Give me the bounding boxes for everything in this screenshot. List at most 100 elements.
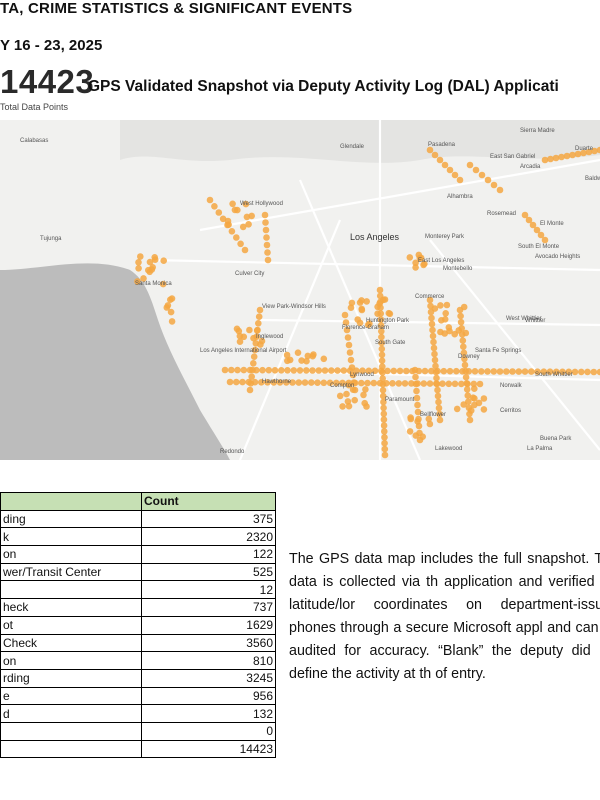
map-place-label: Santa Fe Springs — [475, 348, 521, 354]
gps-point — [445, 380, 453, 388]
gps-point — [333, 379, 340, 387]
gps-point — [343, 390, 350, 398]
map-place-label: Glendale — [340, 144, 365, 150]
gps-point — [351, 396, 359, 404]
gps-point — [490, 181, 498, 189]
map-place-label: Tujunga — [40, 236, 62, 242]
gps-point — [228, 228, 236, 235]
gps-point — [284, 357, 291, 365]
gps-point — [378, 345, 386, 353]
gps-point — [401, 380, 409, 387]
gps-point — [476, 380, 484, 388]
gps-point — [290, 367, 298, 374]
map-place-label: Sierra Madre — [520, 128, 555, 134]
table-row: on 810 — [0, 651, 276, 670]
gps-point — [271, 367, 279, 374]
gps-point — [134, 278, 141, 285]
gps-point — [460, 303, 468, 311]
gps-point — [432, 368, 440, 376]
gps-point — [406, 428, 414, 435]
map-place-label: Culver City — [235, 271, 264, 277]
table-row: wer/Transit Center 525 — [0, 562, 276, 582]
gps-point — [441, 316, 449, 323]
gps-point — [466, 161, 474, 169]
activity-count: 3245 — [141, 668, 276, 688]
gps-point — [265, 366, 273, 374]
gps-point — [384, 367, 391, 375]
map-place-label: Florence-Graham — [342, 325, 389, 331]
activity-label: ding — [0, 509, 142, 529]
gps-point — [360, 391, 367, 399]
map-place-label: East San Gabriel — [490, 154, 535, 160]
gps-point — [264, 379, 271, 386]
gps-point — [433, 380, 441, 388]
gps-point — [320, 355, 328, 363]
gps-point — [413, 387, 420, 395]
gps-point — [350, 379, 358, 386]
gps-point — [380, 404, 387, 412]
gps-point — [509, 368, 516, 375]
gps-point — [385, 309, 393, 317]
gps-point — [463, 380, 471, 387]
gps-point — [381, 434, 388, 441]
gps-point — [347, 304, 355, 311]
gps-point — [541, 236, 549, 244]
gps-point — [469, 394, 477, 402]
gps-point — [379, 375, 387, 382]
gps-point — [168, 318, 176, 325]
gps-point — [541, 156, 549, 164]
activity-count: 0 — [141, 721, 276, 741]
gps-point — [263, 241, 271, 249]
gps-point — [439, 380, 446, 388]
gps-point — [379, 369, 386, 376]
gps-point — [235, 327, 243, 335]
map-description: The GPS data map includes the full snaps… — [289, 551, 600, 682]
gps-point — [345, 341, 353, 349]
gps-point — [137, 253, 144, 260]
gps-point — [381, 439, 388, 447]
gps-point — [503, 368, 510, 375]
gps-point — [565, 368, 573, 376]
gps-point — [395, 380, 403, 387]
gps-point — [283, 379, 290, 386]
gps-point — [434, 392, 442, 400]
activity-count: 810 — [141, 651, 276, 670]
table-row: d 132 — [0, 704, 276, 723]
table-header-row: Count — [0, 492, 276, 511]
gps-point — [242, 200, 250, 208]
gps-point — [379, 392, 387, 400]
gps-point — [303, 367, 310, 374]
gps-point — [458, 380, 465, 388]
total-data-points: 14423 — [0, 63, 95, 100]
gps-point — [241, 246, 249, 254]
map-place-label: Norwalk — [500, 383, 523, 389]
gps-point — [347, 356, 355, 364]
activity-label: d — [0, 704, 142, 723]
gps-point — [420, 261, 427, 269]
gps-point — [435, 404, 443, 412]
gps-point — [211, 203, 218, 210]
gps-point — [460, 401, 468, 408]
gps-point — [552, 154, 560, 162]
gps-point — [160, 257, 167, 264]
map-place-label: Cerritos — [500, 408, 521, 414]
gps-point — [480, 395, 488, 402]
gps-point — [475, 399, 483, 407]
gps-dots — [134, 146, 600, 459]
gps-point — [462, 329, 470, 337]
map-place-label: West Whittier — [506, 316, 542, 322]
total-count: 14423 — [141, 739, 276, 759]
map-place-label: Montebello — [443, 266, 473, 272]
gps-point — [278, 367, 285, 374]
gps-point — [361, 399, 369, 407]
activity-count: 525 — [141, 562, 276, 582]
table-row: ot 1629 — [0, 615, 276, 635]
gps-point — [457, 312, 464, 320]
gps-point — [521, 368, 529, 375]
gps-point — [426, 380, 434, 387]
gps-point — [563, 152, 571, 160]
gps-point — [480, 406, 488, 413]
gps-point — [374, 310, 381, 317]
map-place-label: Monterey Park — [425, 234, 465, 240]
gps-point — [529, 221, 537, 229]
